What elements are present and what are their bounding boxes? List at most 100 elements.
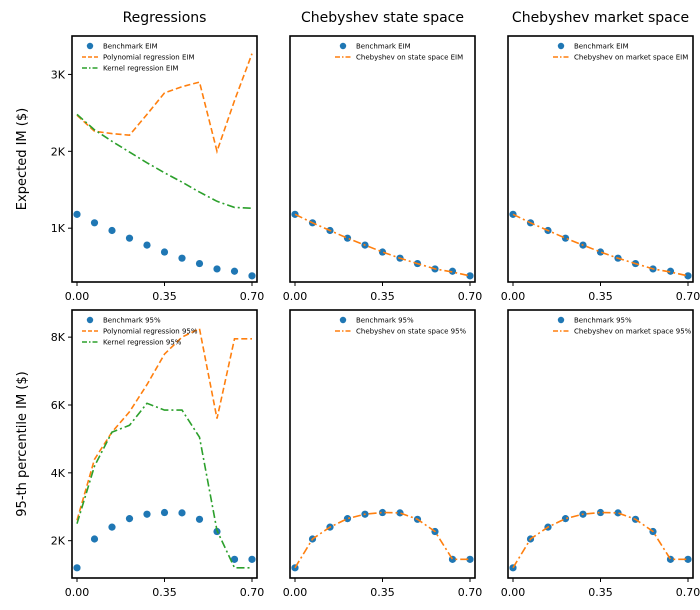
data-point <box>195 515 204 523</box>
data-point <box>561 234 570 242</box>
x-tick-label: 0.00 <box>283 290 308 303</box>
series-line <box>76 327 252 521</box>
y-axis-label: Expected IM ($) <box>15 108 30 210</box>
data-point <box>178 254 186 262</box>
chart-panel-1: Regressions Expected IM ($) 0.00 0.35 0.70 1K… <box>15 10 264 303</box>
x-tick-label: 0.35 <box>152 586 177 599</box>
data-point <box>509 564 517 572</box>
legend: Benchmark EIM Chebyshev on state space EI… <box>335 43 463 62</box>
legend-marker <box>86 316 94 324</box>
x-tick-label: 0.35 <box>370 290 395 303</box>
chart-title: Chebyshev state space <box>301 10 464 26</box>
data-point <box>73 564 81 572</box>
data-point <box>684 272 692 280</box>
data-point <box>378 248 387 256</box>
chart-panel-2: Chebyshev state space 0.00 0.35 0.70 Benchma… <box>283 10 483 303</box>
series-line <box>512 511 688 569</box>
legend-label: Kernel regression EIM <box>103 65 178 73</box>
legend-marker <box>86 42 94 50</box>
y-tick-label: 2K <box>51 535 66 548</box>
chart-panel-4: 95-th percentile IM ($) 0.00 0.35 0.70 2K 4K 6… <box>15 309 265 599</box>
legend-label: Kernel regression 95% <box>103 339 182 347</box>
data-point <box>561 515 570 523</box>
chart-panel-6: 0.00 0.35 0.70 Benchmark 95% Chebyshev on ma… <box>501 309 700 599</box>
y-tick-label: 3K <box>51 68 66 81</box>
data-point <box>343 234 352 242</box>
plot-frame <box>289 35 476 283</box>
x-tick-label: 0.00 <box>65 586 90 599</box>
data-point <box>614 509 622 517</box>
y-tick-label: 1K <box>51 222 66 235</box>
data-point <box>448 267 457 275</box>
x-tick-label: 0.00 <box>283 586 308 599</box>
x-tick-label: 0.70 <box>240 290 265 303</box>
data-point <box>178 509 186 517</box>
plot-frame <box>71 35 258 283</box>
series-line <box>512 213 689 277</box>
x-tick-label: 0.00 <box>501 586 526 599</box>
data-point <box>143 510 151 518</box>
data-point <box>125 515 134 523</box>
legend-label: Benchmark EIM <box>103 43 158 51</box>
series-line <box>76 53 253 155</box>
legend-label: Chebyshev on market space EIM <box>574 54 688 62</box>
chart-panel-5: 0.00 0.35 0.70 Benchmark 95% Chebyshev on st… <box>283 309 483 599</box>
legend-marker <box>557 42 565 50</box>
data-point <box>108 226 116 235</box>
legend-label: Chebyshev on market space 95% <box>574 328 692 336</box>
x-tick-label: 0.70 <box>676 290 700 303</box>
x-tick-label: 0.70 <box>676 586 700 599</box>
x-tick-label: 0.00 <box>501 290 526 303</box>
data-point <box>596 508 605 517</box>
x-tick-label: 0.00 <box>65 290 90 303</box>
x-tick-label: 0.35 <box>152 290 177 303</box>
y-axis-label: 95-th percentile IM ($) <box>15 371 30 516</box>
legend: Benchmark 95% Chebyshev on market space 9… <box>553 317 692 336</box>
legend-label: Chebyshev on state space EIM <box>356 54 463 62</box>
x-tick-label: 0.70 <box>458 290 483 303</box>
x-tick-label: 0.70 <box>240 586 265 599</box>
chart-panel-3: Chebyshev market space 0.00 0.35 0.70 Benchm… <box>501 10 700 303</box>
data-point <box>596 248 605 256</box>
chart-title: Chebyshev market space <box>512 10 689 26</box>
x-tick-label: 0.35 <box>588 290 613 303</box>
data-point <box>195 259 204 268</box>
series-line <box>294 213 471 277</box>
x-tick-label: 0.35 <box>588 586 613 599</box>
data-point <box>248 555 256 563</box>
data-point <box>230 267 239 275</box>
legend-marker <box>339 316 347 324</box>
data-point <box>448 555 457 563</box>
x-tick-label: 0.70 <box>458 586 483 599</box>
legend-label: Benchmark EIM <box>574 43 629 51</box>
y-tick-label: 2K <box>51 145 66 158</box>
data-point <box>90 219 99 227</box>
legend: Benchmark EIM Polynomial regression EIM Ke… <box>82 43 195 73</box>
data-point <box>666 555 675 563</box>
legend-label: Polynomial regression EIM <box>103 54 195 62</box>
data-point <box>666 267 675 275</box>
plot-frame <box>289 309 476 579</box>
plot-frame <box>507 35 694 283</box>
data-point <box>291 564 299 572</box>
data-point <box>396 509 404 517</box>
legend-label: Polynomial regression 95% <box>103 328 198 336</box>
data-point <box>90 535 99 543</box>
data-point <box>343 515 352 523</box>
legend-label: Chebyshev on state space 95% <box>356 328 467 336</box>
legend: Benchmark 95% Chebyshev on state space 95… <box>335 317 467 336</box>
legend-marker <box>557 316 565 324</box>
data-point <box>160 508 169 517</box>
data-point <box>160 248 169 256</box>
data-point <box>230 555 239 563</box>
data-point <box>108 523 116 531</box>
legend-label: Benchmark 95% <box>574 317 632 325</box>
series-line <box>76 402 252 569</box>
y-tick-label: 4K <box>51 467 66 480</box>
data-point <box>73 210 81 218</box>
legend: Benchmark EIM Chebyshev on market space E… <box>553 43 688 62</box>
series-line <box>76 113 253 209</box>
plot-frame <box>71 309 258 579</box>
y-tick-label: 8K <box>51 331 66 344</box>
